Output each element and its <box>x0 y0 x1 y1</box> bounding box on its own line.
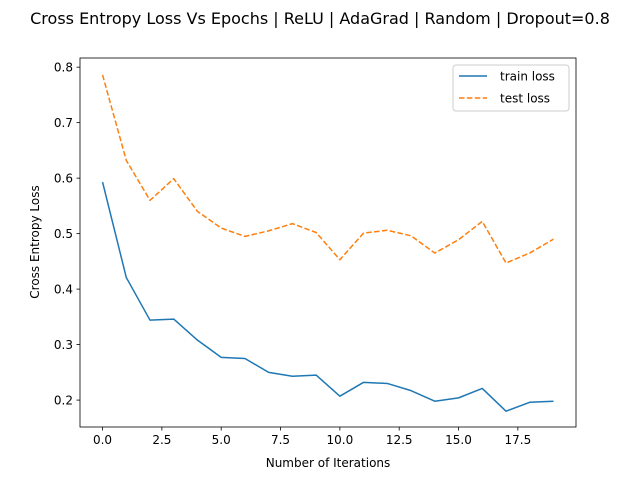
chart-title: Cross Entropy Loss Vs Epochs | ReLU | Ad… <box>30 9 610 28</box>
legend-label-test-loss: test loss <box>500 92 550 106</box>
x-tick-label: 0.0 <box>93 433 112 447</box>
y-tick-label: 0.8 <box>54 60 73 74</box>
y-tick-label: 0.4 <box>54 282 73 296</box>
x-tick-label: 2.5 <box>152 433 171 447</box>
y-tick-label: 0.2 <box>54 393 73 407</box>
x-tick-label: 17.5 <box>504 433 531 447</box>
legend-label-train-loss: train loss <box>500 70 555 84</box>
x-tick-label: 12.5 <box>386 433 413 447</box>
x-tick-label: 15.0 <box>445 433 472 447</box>
x-tick-label: 5.0 <box>212 433 231 447</box>
plot-frame <box>79 57 577 428</box>
series-line-test-loss <box>101 74 554 264</box>
y-axis-label: Cross Entropy Loss <box>28 185 42 298</box>
x-tick-label: 10.0 <box>327 433 354 447</box>
legend: train loss test loss <box>452 64 570 112</box>
y-tick-label: 0.5 <box>54 227 73 241</box>
plot-area <box>101 74 554 412</box>
y-tick-label: 0.3 <box>54 338 73 352</box>
x-axis: 0.0 2.5 5.0 7.5 10.0 12.5 15.0 17.5 <box>93 427 531 447</box>
y-tick-label: 0.7 <box>54 116 73 130</box>
y-tick-label: 0.6 <box>54 171 73 185</box>
y-axis: 0.2 0.3 0.4 0.5 0.6 0.7 0.8 <box>54 60 80 407</box>
x-axis-label: Number of Iterations <box>266 456 391 470</box>
series-line-train-loss <box>101 181 554 412</box>
x-tick-label: 7.5 <box>271 433 290 447</box>
